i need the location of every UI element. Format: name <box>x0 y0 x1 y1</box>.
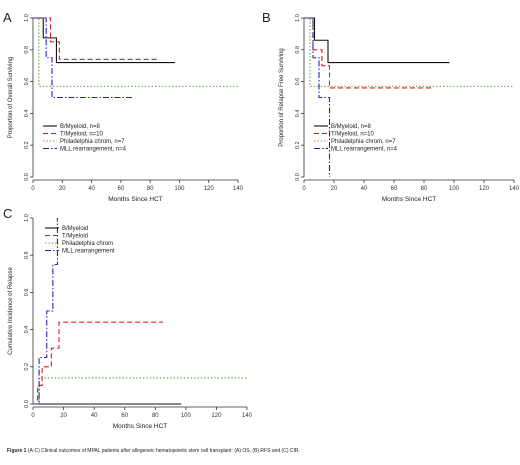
y-tick-label: 0.8 <box>24 46 30 54</box>
panel-letter: B <box>262 10 271 25</box>
series-line-3 <box>33 17 238 87</box>
x-axis-title: Months Since HCT <box>382 196 437 203</box>
x-tick-label: 120 <box>211 413 222 419</box>
x-tick-label: 0 <box>302 186 306 192</box>
series-line-3 <box>33 377 247 405</box>
y-tick-label: 0.4 <box>295 110 301 118</box>
legend-label: B/Myeloid, n=8 <box>331 124 372 130</box>
figure-caption: Figure 1 (A-C) Clinical outcomes of MPAL… <box>7 448 327 455</box>
x-tick-label: 140 <box>509 186 520 192</box>
legend-label: T/Myeloid, n=10 <box>331 132 375 138</box>
panel-letter: A <box>3 10 12 25</box>
series-line-2 <box>33 321 163 405</box>
x-tick-label: 140 <box>242 413 253 419</box>
y-axis-title: Cumulative Incidence of Relapse <box>8 266 14 354</box>
x-tick-label: 60 <box>118 186 125 192</box>
x-tick-label: 40 <box>91 413 98 419</box>
y-tick-label: 0.4 <box>24 110 30 118</box>
series-line-3 <box>304 17 514 87</box>
y-tick-label: 0.8 <box>24 251 30 259</box>
y-tick-label: 0.0 <box>24 173 30 181</box>
x-tick-label: 20 <box>331 186 338 192</box>
caption-text: (A-C) Clinical outcomes of MPAL patients… <box>27 448 300 454</box>
legend-label: Philadelphia chrom, n=7 <box>60 139 125 145</box>
x-tick-label: 80 <box>147 186 154 192</box>
y-tick-label: 0.2 <box>24 141 30 149</box>
chart-panel-a: A 0 20 40 60 80 100 120 140 0.0 0.2 0.4 0.6 0.8 1.0 Mon… <box>3 10 244 203</box>
x-tick-label: 120 <box>204 186 215 192</box>
y-axis-title: Proportion of Overall Surviving <box>8 57 14 138</box>
series-line-1 <box>33 17 176 64</box>
legend-label: MLL rearrangement, n=4 <box>60 147 127 153</box>
y-axis-title: Proportion of Relapse Free Surviving <box>279 48 285 146</box>
series-line-4 <box>33 218 59 405</box>
series-line-4 <box>33 17 133 99</box>
x-tick-label: 0 <box>31 186 35 192</box>
x-tick-label: 100 <box>449 186 460 192</box>
x-tick-label: 60 <box>121 413 128 419</box>
legend-label: B/Myeloid <box>62 226 88 232</box>
y-tick-label: 0.6 <box>24 78 30 86</box>
legend-label: T/Myeloid <box>62 234 88 240</box>
x-tick-label: 20 <box>59 186 66 192</box>
x-tick-label: 140 <box>233 186 244 192</box>
series-line-2 <box>304 17 432 89</box>
legend: B/Myeloid, n=8 T/Myeloid, n=10Philadelphi… <box>314 124 398 153</box>
series-line-4 <box>304 17 331 177</box>
series-line-2 <box>33 17 158 60</box>
x-tick-label: 80 <box>421 186 428 192</box>
legend-label: T/Myeloid, n=10 <box>60 132 104 138</box>
x-tick-label: 80 <box>152 413 159 419</box>
y-tick-label: 1.0 <box>24 214 30 222</box>
y-tick-label: 0.0 <box>24 400 30 408</box>
legend-label: B/Myeloid, n=8 <box>60 124 101 130</box>
y-tick-label: 0.2 <box>24 363 30 371</box>
x-tick-label: 0 <box>31 413 35 419</box>
legend: B/Myeloid, n=8 T/Myeloid, n=10Philadelphi… <box>43 124 127 153</box>
x-tick-label: 100 <box>174 186 185 192</box>
chart-panel-b: B 0 20 40 60 80 100 120 140 0.0 0.2 0.4 0.6 0.8 1.0 Mon… <box>262 10 520 203</box>
series-line-1 <box>304 17 450 64</box>
x-tick-label: 40 <box>88 186 95 192</box>
panel-letter: C <box>3 206 12 221</box>
y-tick-label: 0.8 <box>295 46 301 54</box>
y-tick-label: 0.4 <box>24 326 30 334</box>
x-tick-label: 20 <box>60 413 67 419</box>
x-tick-label: 100 <box>181 413 192 419</box>
legend-label: MLL rearrangement <box>62 249 115 255</box>
x-tick-label: 40 <box>361 186 368 192</box>
y-tick-label: 0.6 <box>24 289 30 297</box>
x-axis-title: Months Since HCT <box>113 423 168 430</box>
y-tick-label: 0.2 <box>295 141 301 149</box>
y-tick-label: 0.0 <box>295 173 301 181</box>
x-tick-label: 60 <box>391 186 398 192</box>
y-tick-label: 1.0 <box>295 14 301 22</box>
chart-panel-c: C 0 20 40 60 80 100 120 140 0.0 0.2 0.4 0.6 0.8 1.0 Mon… <box>3 206 253 430</box>
legend-label: Philadelphia chrom, n=7 <box>331 139 396 145</box>
y-tick-label: 0.6 <box>295 78 301 86</box>
x-tick-label: 120 <box>479 186 490 192</box>
y-tick-label: 1.0 <box>24 14 30 22</box>
legend-label: Philadelphia chrom <box>62 241 113 247</box>
x-axis-title: Months Since HCT <box>108 196 163 203</box>
legend-label: MLL rearrangement, n=4 <box>331 147 398 153</box>
caption-label: Figure 1 <box>7 448 27 454</box>
